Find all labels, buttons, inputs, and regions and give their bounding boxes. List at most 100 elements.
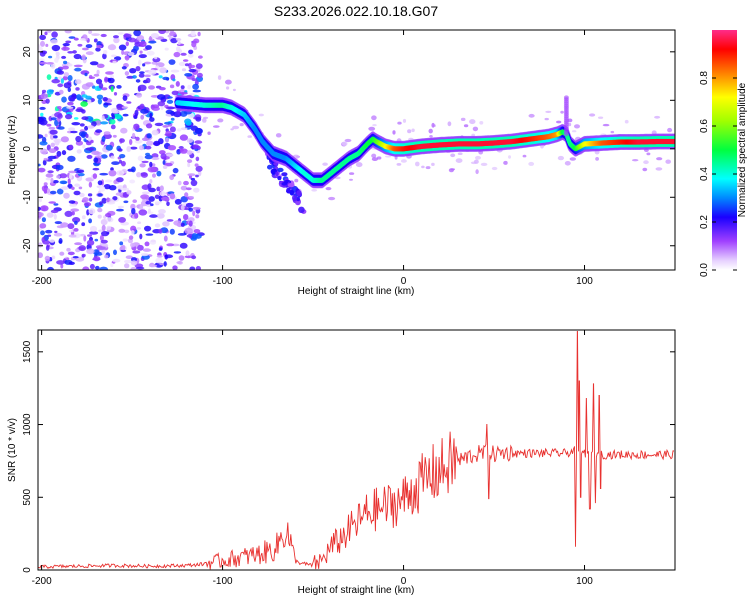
spectrogram-noise-cell: [51, 31, 58, 38]
spectrogram-noise-cell: [148, 264, 158, 268]
spectrogram-noise-cell: [189, 266, 196, 270]
spectrogram-noise-cell: [67, 101, 74, 106]
spectrogram-noise-cell: [91, 150, 100, 155]
spectrogram-noise-cell: [178, 61, 186, 67]
spectrogram-noise-cell: [130, 230, 135, 235]
spectrogram-noise-cell: [145, 45, 152, 50]
spectrogram-noise-cell: [139, 71, 145, 74]
spectrogram-noise-cell: [65, 114, 73, 120]
spectrogram-noise-cell: [64, 210, 73, 217]
spectrogram-noise-cell: [528, 113, 535, 118]
spectrogram-noise-cell: [49, 129, 58, 135]
spectrogram-noise-cell: [93, 157, 99, 163]
spectrogram-noise-cell: [415, 161, 420, 167]
spectrogram-noise-cell: [112, 258, 121, 263]
spectrogram-noise-cell: [181, 68, 187, 72]
spectrogram-branch-cell: [281, 182, 288, 186]
spectrogram-noise-cell: [48, 148, 57, 153]
spectrogram-noise-cell: [144, 225, 152, 232]
spectrogram-noise-cell: [183, 59, 189, 62]
spectrogram-noise-cell: [186, 150, 193, 156]
spectrogram-noise-cell: [75, 87, 80, 91]
spectrogram-noise-cell: [124, 259, 133, 264]
spectrogram-noise-cell: [138, 73, 145, 78]
spectrogram-noise-cell: [39, 197, 42, 203]
spectrogram-noise-cell: [40, 93, 48, 99]
spectrogram-noise-cell: [159, 67, 167, 74]
spectrogram-noise-cell: [91, 33, 100, 36]
spectrogram-noise-cell: [126, 101, 132, 104]
spectrogram-noise-cell: [185, 187, 192, 191]
spectrogram-noise-cell: [73, 228, 79, 232]
spectrogram-noise-cell: [131, 208, 136, 215]
spectrogram-noise-cell: [172, 167, 179, 174]
spectrogram-noise-cell: [127, 51, 135, 56]
spectrogram-noise-cell: [68, 36, 76, 39]
spectrogram-noise-cell: [180, 222, 185, 227]
spectrogram-noise-cell: [38, 46, 43, 52]
spectrogram-noise-cell: [154, 56, 158, 60]
spectrogram-noise-cell: [149, 36, 153, 41]
spectrogram-noise-cell: [38, 252, 43, 259]
spectrogram-noise-cell: [400, 159, 407, 163]
spectrogram-noise-cell: [187, 162, 191, 168]
spectrogram-noise-cell: [158, 228, 163, 234]
spectrogram-noise-cell: [133, 30, 142, 37]
spectrogram-noise-cell: [100, 219, 108, 226]
spectrogram-noise-cell: [60, 78, 64, 84]
spectrogram-noise-cell: [67, 75, 73, 82]
spectrogram-noise-cell: [104, 254, 109, 259]
spectrogram-noise-cell: [95, 47, 101, 52]
colorbar-ticks: 0.0 0.2 0.4 0.6 0.8: [699, 71, 737, 277]
colorbar-tick-label: 0.8: [699, 71, 710, 85]
snr-x-tick-label: 100: [576, 576, 593, 587]
spectrogram-noise-cell: [180, 127, 188, 131]
spectrogram-noise-cell: [78, 186, 83, 190]
spectrogram-noise-cell: [106, 197, 110, 203]
spectrogram-noise-cell: [392, 130, 396, 135]
spectrogram-noise-cell: [179, 134, 188, 141]
spectrogram-noise-cell: [602, 123, 610, 127]
spectrogram-noise-cell: [61, 65, 69, 70]
spectrogram-noise-cell: [77, 43, 83, 47]
spectrogram-noise-cell: [66, 257, 70, 261]
spectrogram-noise-cell: [106, 217, 114, 223]
spectrogram-noise-cell: [162, 165, 168, 170]
spectrogram-noise-cell: [100, 33, 107, 38]
figure-title: S233.2026.022.10.18.G07: [274, 3, 438, 19]
spectrogram-noise-cell: [103, 102, 112, 106]
spectrogram-noise-cell: [168, 59, 176, 65]
spectrogram-noise-cell: [125, 255, 133, 259]
spectrogram-noise-cell: [169, 31, 177, 37]
spectrogram-noise-cell: [62, 76, 68, 81]
spectrogram-noise-cell: [101, 197, 107, 204]
spectrogram-noise-cell: [103, 184, 111, 190]
spectrogram-noise-cell: [135, 79, 141, 83]
spectrogram-noise-cell: [139, 163, 146, 168]
spectrogram-noise-cell: [185, 120, 192, 126]
spectrogram-noise-cell: [74, 183, 80, 187]
spectrogram-noise-cell: [95, 245, 103, 249]
spectrogram-noise-cell: [48, 55, 53, 59]
colorbar-tick-label: 0.2: [699, 215, 710, 229]
spectrogram-noise-cell: [195, 63, 203, 69]
spectrogram-noise-cell: [73, 64, 83, 68]
spectrogram-branch-cell: [287, 187, 291, 194]
spectrogram-noise-cell: [156, 255, 163, 258]
spectrogram-noise-cell: [68, 234, 77, 238]
snr-x-tick-label: -200: [32, 576, 52, 587]
snr-y-tick-label: 1000: [22, 413, 33, 436]
spectrogram-branch-cell: [298, 206, 305, 213]
spectrogram-noise-cell: [62, 43, 70, 47]
spectrogram-noise-cell: [149, 214, 158, 218]
spectrogram-noise-cell: [43, 157, 49, 161]
spectrogram-noise-cell: [53, 232, 63, 237]
spectrogram-noise-cell: [475, 169, 479, 175]
spectrogram-noise-cell: [57, 106, 62, 109]
spectrogram-noise-cell: [69, 203, 77, 207]
spectrogram-noise-cell: [173, 220, 182, 226]
spectrogram-noise-cell: [137, 155, 144, 162]
spectrogram-noise-cell: [154, 201, 162, 204]
